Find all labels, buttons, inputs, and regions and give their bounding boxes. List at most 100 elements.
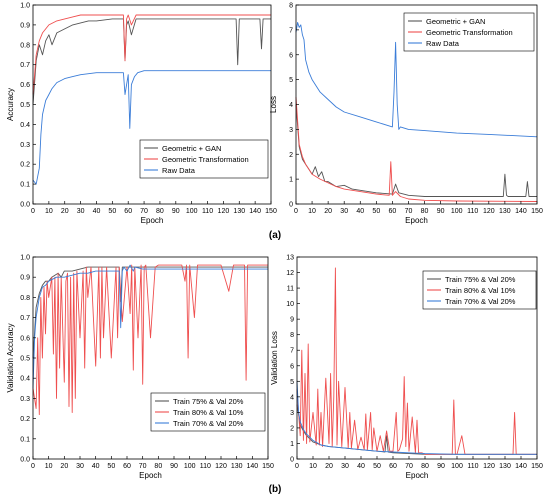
x-tick-label: 110 [467, 463, 478, 470]
x-tick-label: 70 [139, 463, 147, 470]
y-tick-label: 0.7 [20, 315, 30, 322]
x-tick-label: 80 [421, 208, 429, 215]
x-tick-label: 0 [31, 463, 35, 470]
y-tick-label: 0.8 [20, 42, 30, 49]
x-tick-label: 20 [60, 463, 68, 470]
y-tick-label: 0.3 [20, 396, 30, 403]
x-tick-label: 10 [45, 463, 53, 470]
x-tick-label: 90 [437, 208, 445, 215]
chart-loss: 0 10 20 30 40 50 60 70 80 90 100 110 120 130 140 150 0 1 2… [269, 3, 543, 226]
series-line-0 [32, 18, 271, 105]
chart-validation-accuracy: 0 10 20 30 40 50 60 70 80 90 100 110 120 130 140 150 0.0… [6, 255, 274, 481]
y-axis-label: Validation Accuracy [6, 323, 15, 392]
legend-box [150, 392, 266, 432]
y-tick-label: 0.2 [20, 416, 30, 423]
x-tick-label: 130 [231, 463, 243, 470]
legend-entry-0: Geometric + GAN [162, 144, 221, 153]
x-tick-label: 110 [200, 463, 211, 470]
x-tick-label: 80 [421, 463, 429, 470]
y-tick-label: 0.8 [20, 295, 30, 302]
y-tick-label: 0 [289, 202, 293, 209]
y-tick-label: 4 [290, 394, 294, 401]
x-tick-label: 130 [499, 463, 511, 470]
y-tick-label: 1.0 [20, 3, 30, 10]
y-tick-label: 2 [289, 152, 293, 159]
x-tick-label: 30 [340, 208, 348, 215]
x-tick-label: 120 [483, 208, 495, 215]
x-tick-label: 20 [325, 463, 333, 470]
legend-entry-1: Geometric Transformation [162, 155, 249, 164]
y-axis-label: Accuracy [6, 88, 15, 121]
legend-entry-2: Raw Data [162, 166, 196, 175]
y-tick-label: 12 [286, 270, 294, 277]
chart-validation-loss: 0 10 20 30 40 50 60 70 80 90 100 110 120 130 140 150012… [270, 255, 543, 481]
y-tick-label: 2 [290, 425, 294, 432]
y-tick-label: 10 [286, 301, 294, 308]
y-tick-label: 7 [289, 27, 293, 34]
x-tick-label: 70 [140, 208, 148, 215]
x-tick-label: 10 [309, 463, 317, 470]
y-axis-label: Validation Loss [270, 331, 279, 385]
y-tick-label: 0.5 [20, 102, 30, 109]
x-axis-label: Epoch [405, 216, 428, 225]
series-line-1 [32, 14, 271, 95]
x-tick-label: 20 [61, 208, 69, 215]
y-tick-label: 5 [289, 77, 293, 84]
y-tick-label: 7 [290, 348, 294, 355]
x-tick-label: 100 [451, 463, 463, 470]
y-tick-label: 3 [290, 410, 294, 417]
y-tick-label: 0.4 [20, 376, 30, 383]
y-tick-label: 11 [287, 286, 294, 293]
panel-label-a: (a) [269, 230, 281, 241]
x-axis-label: Epoch [141, 216, 164, 225]
y-tick-label: 0.7 [20, 62, 30, 69]
x-axis-label: Epoch [139, 471, 162, 480]
x-tick-label: 60 [124, 208, 132, 215]
legend-box [139, 139, 269, 179]
x-tick-label: 10 [45, 208, 53, 215]
x-tick-label: 30 [77, 208, 85, 215]
y-tick-label: 1 [290, 441, 294, 448]
x-tick-label: 110 [467, 208, 478, 215]
y-tick-label: 13 [286, 255, 294, 262]
x-axis-label: Epoch [406, 471, 429, 480]
y-tick-label: 0.0 [20, 457, 30, 464]
x-tick-label: 130 [233, 208, 245, 215]
y-tick-label: 6 [290, 363, 294, 370]
x-tick-label: 140 [249, 208, 261, 215]
x-tick-label: 70 [405, 208, 413, 215]
x-tick-label: 90 [170, 463, 178, 470]
x-tick-label: 30 [341, 463, 349, 470]
x-tick-label: 100 [184, 463, 196, 470]
x-tick-label: 60 [389, 463, 397, 470]
chart-accuracy: 0 10 20 30 40 50 60 70 80 90 100 110 120 130 140 150 0.0… [6, 3, 277, 226]
plot-frame [296, 256, 538, 460]
legend-entry-2: Train 70% & Val 20% [173, 419, 244, 428]
x-tick-label: 90 [437, 463, 445, 470]
x-tick-label: 0 [31, 208, 35, 215]
y-tick-label: 8 [289, 3, 293, 10]
y-tick-label: 0.5 [20, 356, 30, 363]
y-tick-label: 0.6 [20, 82, 30, 89]
x-tick-label: 130 [499, 208, 511, 215]
y-tick-label: 0.3 [20, 142, 30, 149]
y-tick-label: 1.0 [20, 255, 30, 262]
y-tick-label: 0.4 [20, 122, 30, 129]
x-tick-label: 140 [246, 463, 258, 470]
x-tick-label: 40 [92, 463, 100, 470]
y-tick-label: 0.1 [20, 182, 30, 189]
y-tick-label: 0.1 [20, 436, 30, 443]
legend-entry-0: Train 75% & Val 20% [173, 397, 244, 406]
x-tick-label: 50 [108, 208, 116, 215]
series-line-1 [32, 264, 268, 416]
x-tick-label: 50 [372, 208, 380, 215]
x-tick-label: 110 [202, 208, 213, 215]
x-tick-label: 0 [295, 463, 299, 470]
x-tick-label: 140 [515, 208, 527, 215]
x-tick-label: 120 [215, 463, 227, 470]
x-tick-label: 150 [531, 463, 543, 470]
x-tick-label: 80 [156, 208, 164, 215]
series-line-2 [295, 21, 538, 138]
legend-entry-0: Geometric + GAN [426, 17, 485, 26]
x-tick-label: 150 [265, 208, 277, 215]
